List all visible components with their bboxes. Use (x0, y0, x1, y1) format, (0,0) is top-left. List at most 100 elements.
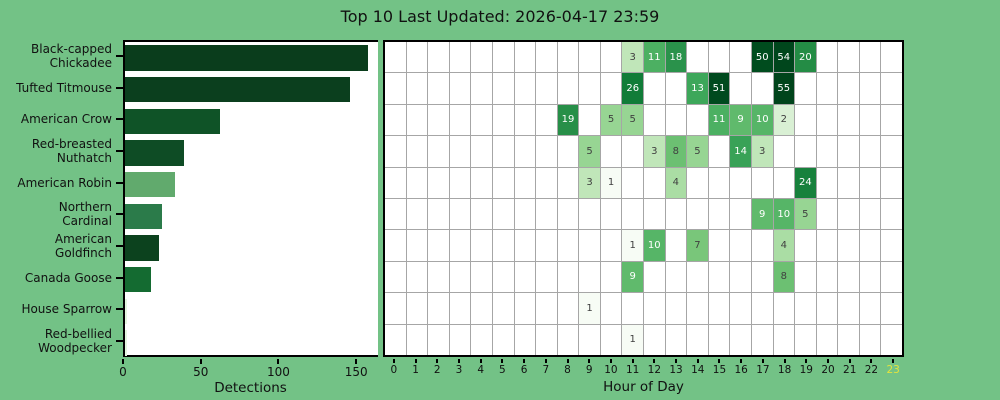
heatmap-cell (428, 198, 449, 230)
heatmap-cell (859, 136, 881, 167)
heatmap-cell (492, 73, 514, 104)
heatmap-cell (708, 261, 730, 293)
heatmap-cell (708, 324, 730, 355)
heatmap-cell (687, 198, 708, 230)
heatmap-cell (385, 42, 406, 73)
x-tick-mark (199, 359, 202, 364)
y-tick-mark (116, 149, 123, 152)
hour-tick-mark (827, 359, 830, 363)
heatmap-cell: 8 (665, 136, 687, 167)
heatmap-cell: 9 (751, 198, 773, 230)
hour-tick-label: 10 (604, 364, 618, 376)
heatmap-cell (385, 230, 406, 261)
heatmap-cell (557, 261, 579, 293)
heatmap-cell (449, 198, 471, 230)
heatmap-cell (492, 198, 514, 230)
heatmap-cell (644, 167, 665, 198)
heatmap-cell (536, 136, 557, 167)
heatmap-cell (514, 167, 536, 198)
heatmap-cell: 14 (730, 136, 751, 167)
heatmap-cell (644, 198, 665, 230)
hour-tick-mark (718, 359, 721, 363)
hour-tick-label: 13 (669, 364, 683, 376)
heatmap-cell (492, 324, 514, 355)
heatmap-cell (428, 293, 449, 324)
heatmap-cell (795, 293, 816, 324)
heatmap-cell (881, 293, 902, 324)
heatmap-cell (751, 324, 773, 355)
heatmap-cell (644, 104, 665, 136)
heatmap-cell (449, 324, 471, 355)
heatmap-cell (838, 42, 859, 73)
heatmap-cell (471, 324, 492, 355)
heatmap-cell (751, 73, 773, 104)
detections-bar (125, 45, 368, 71)
hour-tick-label: 8 (564, 364, 571, 376)
heatmap-cell (816, 42, 838, 73)
hour-tick-mark (588, 359, 591, 363)
heatmap-cell (557, 42, 579, 73)
heatmap-cell (751, 230, 773, 261)
heatmap-cell: 1 (579, 293, 600, 324)
heatmap-cell (385, 261, 406, 293)
heatmap-cell (816, 167, 838, 198)
x-tick-label: 150 (344, 365, 368, 379)
heatmap-cell (773, 136, 795, 167)
heatmap-cell (600, 136, 622, 167)
heatmap-cell (579, 104, 600, 136)
heatmap-cell (406, 136, 428, 167)
heatmap-cell: 3 (644, 136, 665, 167)
heatmap-cell (492, 293, 514, 324)
heatmap-cell (514, 324, 536, 355)
species-label: Red-bellied Woodpecker (38, 327, 112, 356)
heatmap-cell (514, 73, 536, 104)
heatmap-cell: 7 (687, 230, 708, 261)
y-tick-mark (116, 276, 123, 279)
heatmap-cell (644, 324, 665, 355)
heatmap-cell (449, 261, 471, 293)
heatmap-cell (816, 198, 838, 230)
heatmap-cell: 13 (687, 73, 708, 104)
hour-tick-mark (740, 359, 743, 363)
hour-tick-mark (414, 359, 417, 363)
heatmap-cell (385, 73, 406, 104)
x-tick-mark (277, 359, 280, 364)
heatmap-cell (730, 324, 751, 355)
hour-tick-mark (566, 359, 569, 363)
heatmap-cell (838, 136, 859, 167)
hour-tick-mark (544, 359, 547, 363)
heatmap-cell (687, 261, 708, 293)
y-tick-mark (116, 181, 123, 184)
heatmap-cell (536, 42, 557, 73)
heatmap-cell (471, 293, 492, 324)
y-tick-mark (116, 54, 123, 57)
heatmap-cell (514, 293, 536, 324)
heatmap-cell (536, 293, 557, 324)
hour-tick-mark (479, 359, 482, 363)
heatmap-cell (406, 167, 428, 198)
heatmap-cell (449, 42, 471, 73)
heatmap-cell (428, 136, 449, 167)
heatmap-cell (385, 136, 406, 167)
heatmap-cell (687, 42, 708, 73)
hour-tick-label: 20 (821, 364, 835, 376)
heatmap-cell (838, 73, 859, 104)
heatmap-cell (687, 104, 708, 136)
heatmap-cell (881, 198, 902, 230)
heatmap-cell (708, 167, 730, 198)
heatmap-cell (471, 261, 492, 293)
heatmap-cell (773, 324, 795, 355)
heatmap-cell (471, 104, 492, 136)
x-tick-label: 100 (267, 365, 290, 379)
hour-tick-label: 18 (777, 364, 792, 376)
heatmap-cell (838, 230, 859, 261)
heatmap-cell (428, 261, 449, 293)
heatmap-cell (881, 73, 902, 104)
heatmap-cell (600, 198, 622, 230)
page-title: Top 10 Last Updated: 2026-04-17 23:59 (340, 7, 660, 26)
heatmap-cell: 5 (795, 198, 816, 230)
heatmap-cell: 2 (773, 104, 795, 136)
heatmap-cell (795, 104, 816, 136)
heatmap-cell (859, 167, 881, 198)
